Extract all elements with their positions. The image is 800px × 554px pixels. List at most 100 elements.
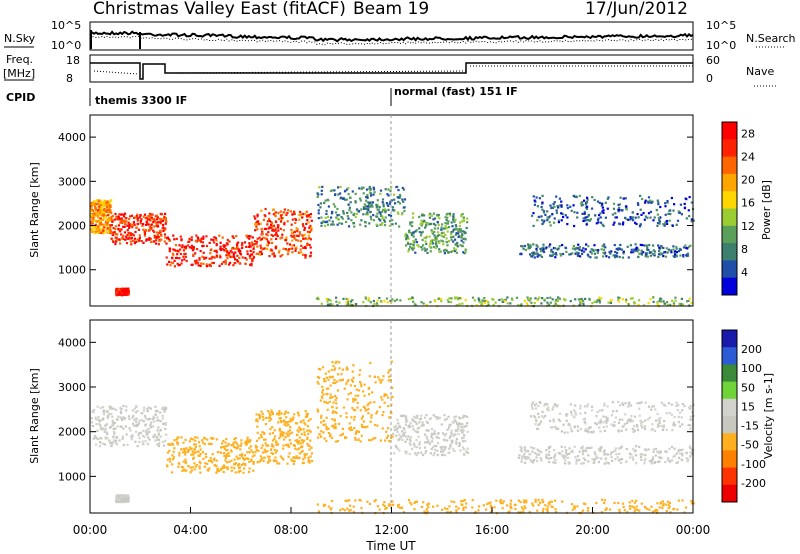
- heatmap-cell: [394, 222, 397, 225]
- heatmap-cell: [688, 445, 691, 448]
- heatmap-cell: [552, 420, 555, 423]
- heatmap-cell: [554, 499, 557, 502]
- heatmap-cell: [259, 434, 263, 437]
- heatmap-cell: [236, 260, 240, 263]
- heatmap-cell: [621, 418, 624, 421]
- heatmap-cell: [122, 225, 125, 228]
- heatmap-cell: [363, 203, 366, 206]
- heatmap-cell: [392, 432, 395, 435]
- heatmap-cell: [433, 217, 437, 220]
- heatmap-cell: [359, 383, 363, 386]
- heatmap-cell: [264, 207, 267, 211]
- heatmap-cell: [235, 242, 238, 245]
- heatmap-cell: [432, 446, 435, 449]
- heatmap-cell: [383, 394, 386, 398]
- heatmap-cell: [177, 264, 180, 267]
- heatmap-cell: [421, 230, 424, 233]
- heatmap-cell: [454, 218, 457, 221]
- heatmap-cell: [471, 296, 475, 299]
- heatmap-cell: [250, 262, 253, 265]
- heatmap-cell: [632, 430, 635, 433]
- heatmap-cell: [305, 415, 308, 418]
- heatmap-cell: [379, 212, 382, 215]
- heatmap-cell: [91, 230, 94, 234]
- heatmap-cell: [689, 418, 692, 421]
- heatmap-cell: [343, 509, 346, 512]
- heatmap-cell: [409, 438, 412, 441]
- heatmap-cell: [222, 244, 225, 248]
- heatmap-cell: [454, 224, 457, 227]
- heatmap-cell: [554, 256, 557, 259]
- heatmap-cell: [546, 510, 549, 513]
- heatmap-cell: [142, 215, 145, 218]
- heatmap-cell: [316, 375, 319, 378]
- heatmap-cell: [255, 240, 259, 243]
- heatmap-cell: [291, 235, 294, 238]
- heatmap-cell: [123, 417, 127, 420]
- heatmap-cell: [346, 499, 349, 502]
- heatmap-cell: [360, 219, 363, 222]
- heatmap-cell: [120, 425, 123, 428]
- colorbar-tick-label: 20: [741, 174, 755, 187]
- heatmap-cell: [190, 244, 193, 247]
- heatmap-cell: [128, 225, 131, 228]
- heatmap-cell: [622, 403, 625, 407]
- heatmap-cell: [93, 231, 96, 234]
- heatmap-cell: [672, 248, 675, 251]
- heatmap-cell: [190, 236, 193, 239]
- noise-left-tick-bottom: 10^0: [51, 39, 81, 52]
- heatmap-cell: [316, 381, 319, 384]
- heatmap-cell: [113, 407, 116, 410]
- heatmap-cell: [108, 224, 111, 227]
- heatmap-cell: [444, 222, 447, 225]
- heatmap-cell: [172, 443, 175, 446]
- heatmap-cell: [128, 417, 131, 420]
- heatmap-cell: [667, 503, 670, 506]
- heatmap-cell: [172, 458, 175, 461]
- heatmap-cell: [578, 450, 581, 453]
- heatmap-cell: [413, 241, 416, 244]
- heatmap-cell: [349, 384, 352, 387]
- heatmap-cell: [147, 427, 150, 431]
- heatmap-cell: [178, 257, 181, 260]
- heatmap-cell: [591, 458, 594, 461]
- heatmap-cell: [329, 433, 332, 436]
- heatmap-cell: [589, 250, 592, 253]
- heatmap-cell: [191, 263, 194, 266]
- heatmap-cell: [128, 427, 131, 430]
- heatmap-cell: [352, 222, 355, 225]
- heatmap-cell: [401, 430, 404, 433]
- heatmap-cell: [383, 300, 386, 303]
- heatmap-cell: [366, 404, 369, 407]
- heatmap-cell: [394, 202, 397, 205]
- heatmap-cell: [485, 299, 488, 302]
- heatmap-cell: [580, 447, 583, 450]
- heatmap-cell: [640, 502, 643, 505]
- heatmap-cell: [614, 449, 617, 452]
- heatmap-cell: [431, 231, 434, 234]
- heatmap-cell: [465, 424, 468, 427]
- heatmap-cell: [239, 448, 242, 451]
- heatmap-cell: [569, 205, 572, 208]
- heatmap-cell: [396, 430, 399, 434]
- heatmap-cell: [603, 402, 606, 405]
- heatmap-cell: [415, 229, 418, 232]
- heatmap-cell: [221, 442, 224, 445]
- heatmap-cell: [392, 209, 395, 212]
- heatmap-cell: [640, 422, 643, 425]
- heatmap-cell: [403, 209, 406, 213]
- heatmap-cell: [430, 229, 433, 232]
- heatmap-cell: [414, 238, 417, 241]
- heatmap-cell: [687, 245, 690, 248]
- heatmap-cell: [181, 259, 184, 262]
- heatmap-cell: [634, 249, 637, 252]
- heatmap-cell: [96, 202, 99, 205]
- heatmap-cell: [391, 206, 395, 209]
- heatmap-cell: [423, 416, 427, 419]
- heatmap-cell: [629, 404, 633, 407]
- heatmap-cell: [448, 424, 451, 427]
- heatmap-cell: [119, 288, 122, 291]
- heatmap-cell: [194, 252, 197, 255]
- heatmap-cell: [549, 456, 553, 460]
- heatmap-cell: [261, 451, 264, 454]
